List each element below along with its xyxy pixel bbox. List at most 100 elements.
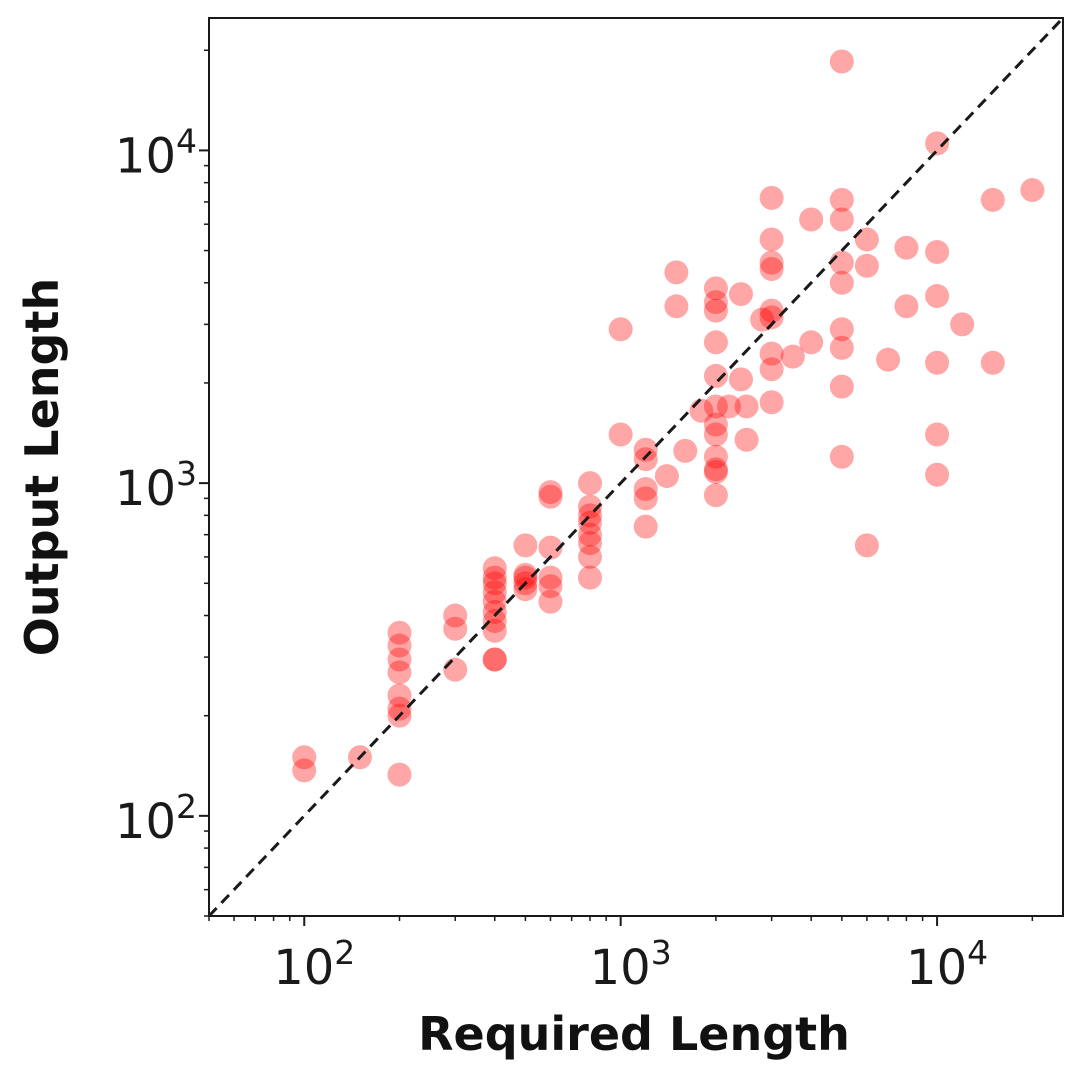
- data-point: [799, 330, 824, 355]
- data-point: [633, 447, 658, 472]
- data-point: [925, 284, 950, 309]
- data-point: [1020, 178, 1045, 203]
- reference-line-y-equals-x: [207, 16, 1065, 918]
- x-tick-label: 102: [273, 933, 355, 996]
- data-point: [387, 660, 412, 685]
- data-point: [780, 344, 805, 369]
- data-point: [829, 49, 854, 74]
- data-point: [482, 618, 507, 643]
- data-point: [750, 307, 775, 332]
- data-point: [482, 565, 507, 590]
- data-point: [799, 207, 824, 232]
- data-point: [538, 589, 563, 614]
- data-point: [759, 250, 784, 275]
- data-point: [292, 745, 317, 770]
- data-point: [673, 438, 698, 463]
- data-point: [387, 762, 412, 787]
- y-tick-label: 104: [115, 121, 197, 184]
- data-point: [829, 187, 854, 212]
- data-point: [578, 471, 603, 496]
- data-point: [703, 276, 728, 301]
- data-point: [633, 437, 658, 462]
- data-point: [513, 533, 538, 558]
- data-point: [894, 235, 919, 260]
- data-point: [538, 565, 563, 590]
- data-point: [728, 282, 753, 307]
- data-point: [925, 240, 950, 265]
- data-point: [482, 580, 507, 605]
- data-point: [759, 227, 784, 252]
- x-tick-label: 104: [906, 933, 988, 996]
- points-layer: [292, 49, 1045, 787]
- x-axis-title: Required Length: [418, 1007, 850, 1061]
- data-point: [443, 657, 468, 682]
- data-point: [633, 477, 658, 502]
- data-point: [387, 683, 412, 708]
- y-tick-label: 102: [115, 787, 197, 850]
- data-point: [703, 460, 728, 485]
- data-point: [925, 422, 950, 447]
- data-point: [578, 522, 603, 547]
- data-point: [829, 270, 854, 295]
- data-point: [387, 620, 412, 645]
- data-point: [608, 422, 633, 447]
- data-point: [703, 290, 728, 315]
- data-point: [759, 185, 784, 210]
- data-point: [654, 464, 679, 489]
- data-point: [538, 574, 563, 599]
- data-point: [608, 317, 633, 342]
- data-point: [734, 427, 759, 452]
- data-point: [578, 544, 603, 569]
- data-point: [292, 758, 317, 783]
- data-point: [925, 131, 950, 156]
- data-point: [759, 390, 784, 415]
- data-point: [759, 341, 784, 366]
- data-point: [925, 350, 950, 375]
- data-point: [578, 565, 603, 590]
- data-point: [717, 394, 742, 419]
- data-point: [894, 294, 919, 319]
- data-point: [950, 312, 975, 337]
- data-point: [829, 374, 854, 399]
- data-point: [578, 510, 603, 535]
- data-point: [664, 294, 689, 319]
- data-point: [759, 305, 784, 330]
- data-point: [482, 556, 507, 581]
- data-point: [538, 535, 563, 560]
- data-point: [538, 484, 563, 509]
- data-point: [829, 317, 854, 342]
- y-axis-title: Output Length: [15, 278, 69, 656]
- data-point: [387, 647, 412, 672]
- data-point: [633, 514, 658, 539]
- data-point: [703, 444, 728, 469]
- data-point: [443, 616, 468, 641]
- data-point: [829, 444, 854, 469]
- data-point: [703, 457, 728, 482]
- data-point: [578, 531, 603, 556]
- y-tick-label: 103: [115, 454, 197, 517]
- data-point: [703, 483, 728, 508]
- data-point: [513, 562, 538, 587]
- data-point: [759, 357, 784, 382]
- plot-frame: [208, 17, 1064, 917]
- data-point: [854, 227, 879, 252]
- data-point: [703, 422, 728, 447]
- data-point: [387, 696, 412, 721]
- data-point: [703, 298, 728, 323]
- data-point: [578, 494, 603, 519]
- data-point: [734, 394, 759, 419]
- data-point: [703, 412, 728, 437]
- data-point: [854, 533, 879, 558]
- data-point: [482, 599, 507, 624]
- data-point: [829, 335, 854, 360]
- data-point: [443, 603, 468, 628]
- data-point: [829, 207, 854, 232]
- data-point: [759, 257, 784, 282]
- data-point: [829, 250, 854, 275]
- data-point: [759, 298, 784, 323]
- data-point: [703, 394, 728, 419]
- data-point: [728, 367, 753, 392]
- data-point: [980, 350, 1005, 375]
- data-point: [980, 187, 1005, 212]
- data-point: [482, 609, 507, 634]
